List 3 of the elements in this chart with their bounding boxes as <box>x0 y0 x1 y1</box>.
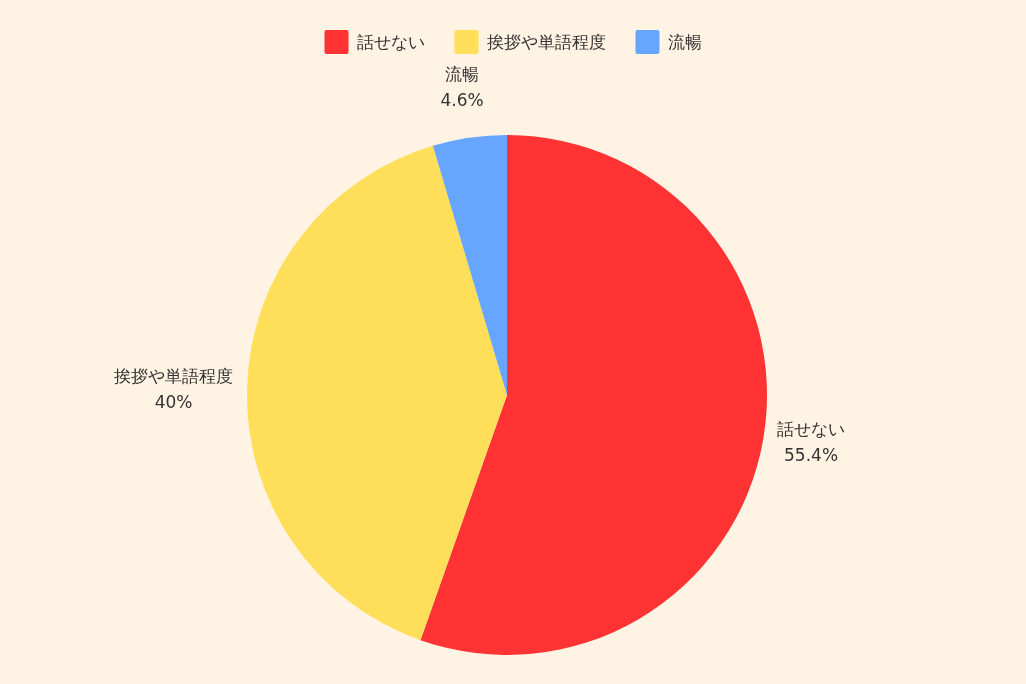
legend-label: 流暢 <box>667 32 702 52</box>
legend-label: 話せない <box>356 32 425 52</box>
legend-label: 挨拶や単語程度 <box>486 32 606 52</box>
